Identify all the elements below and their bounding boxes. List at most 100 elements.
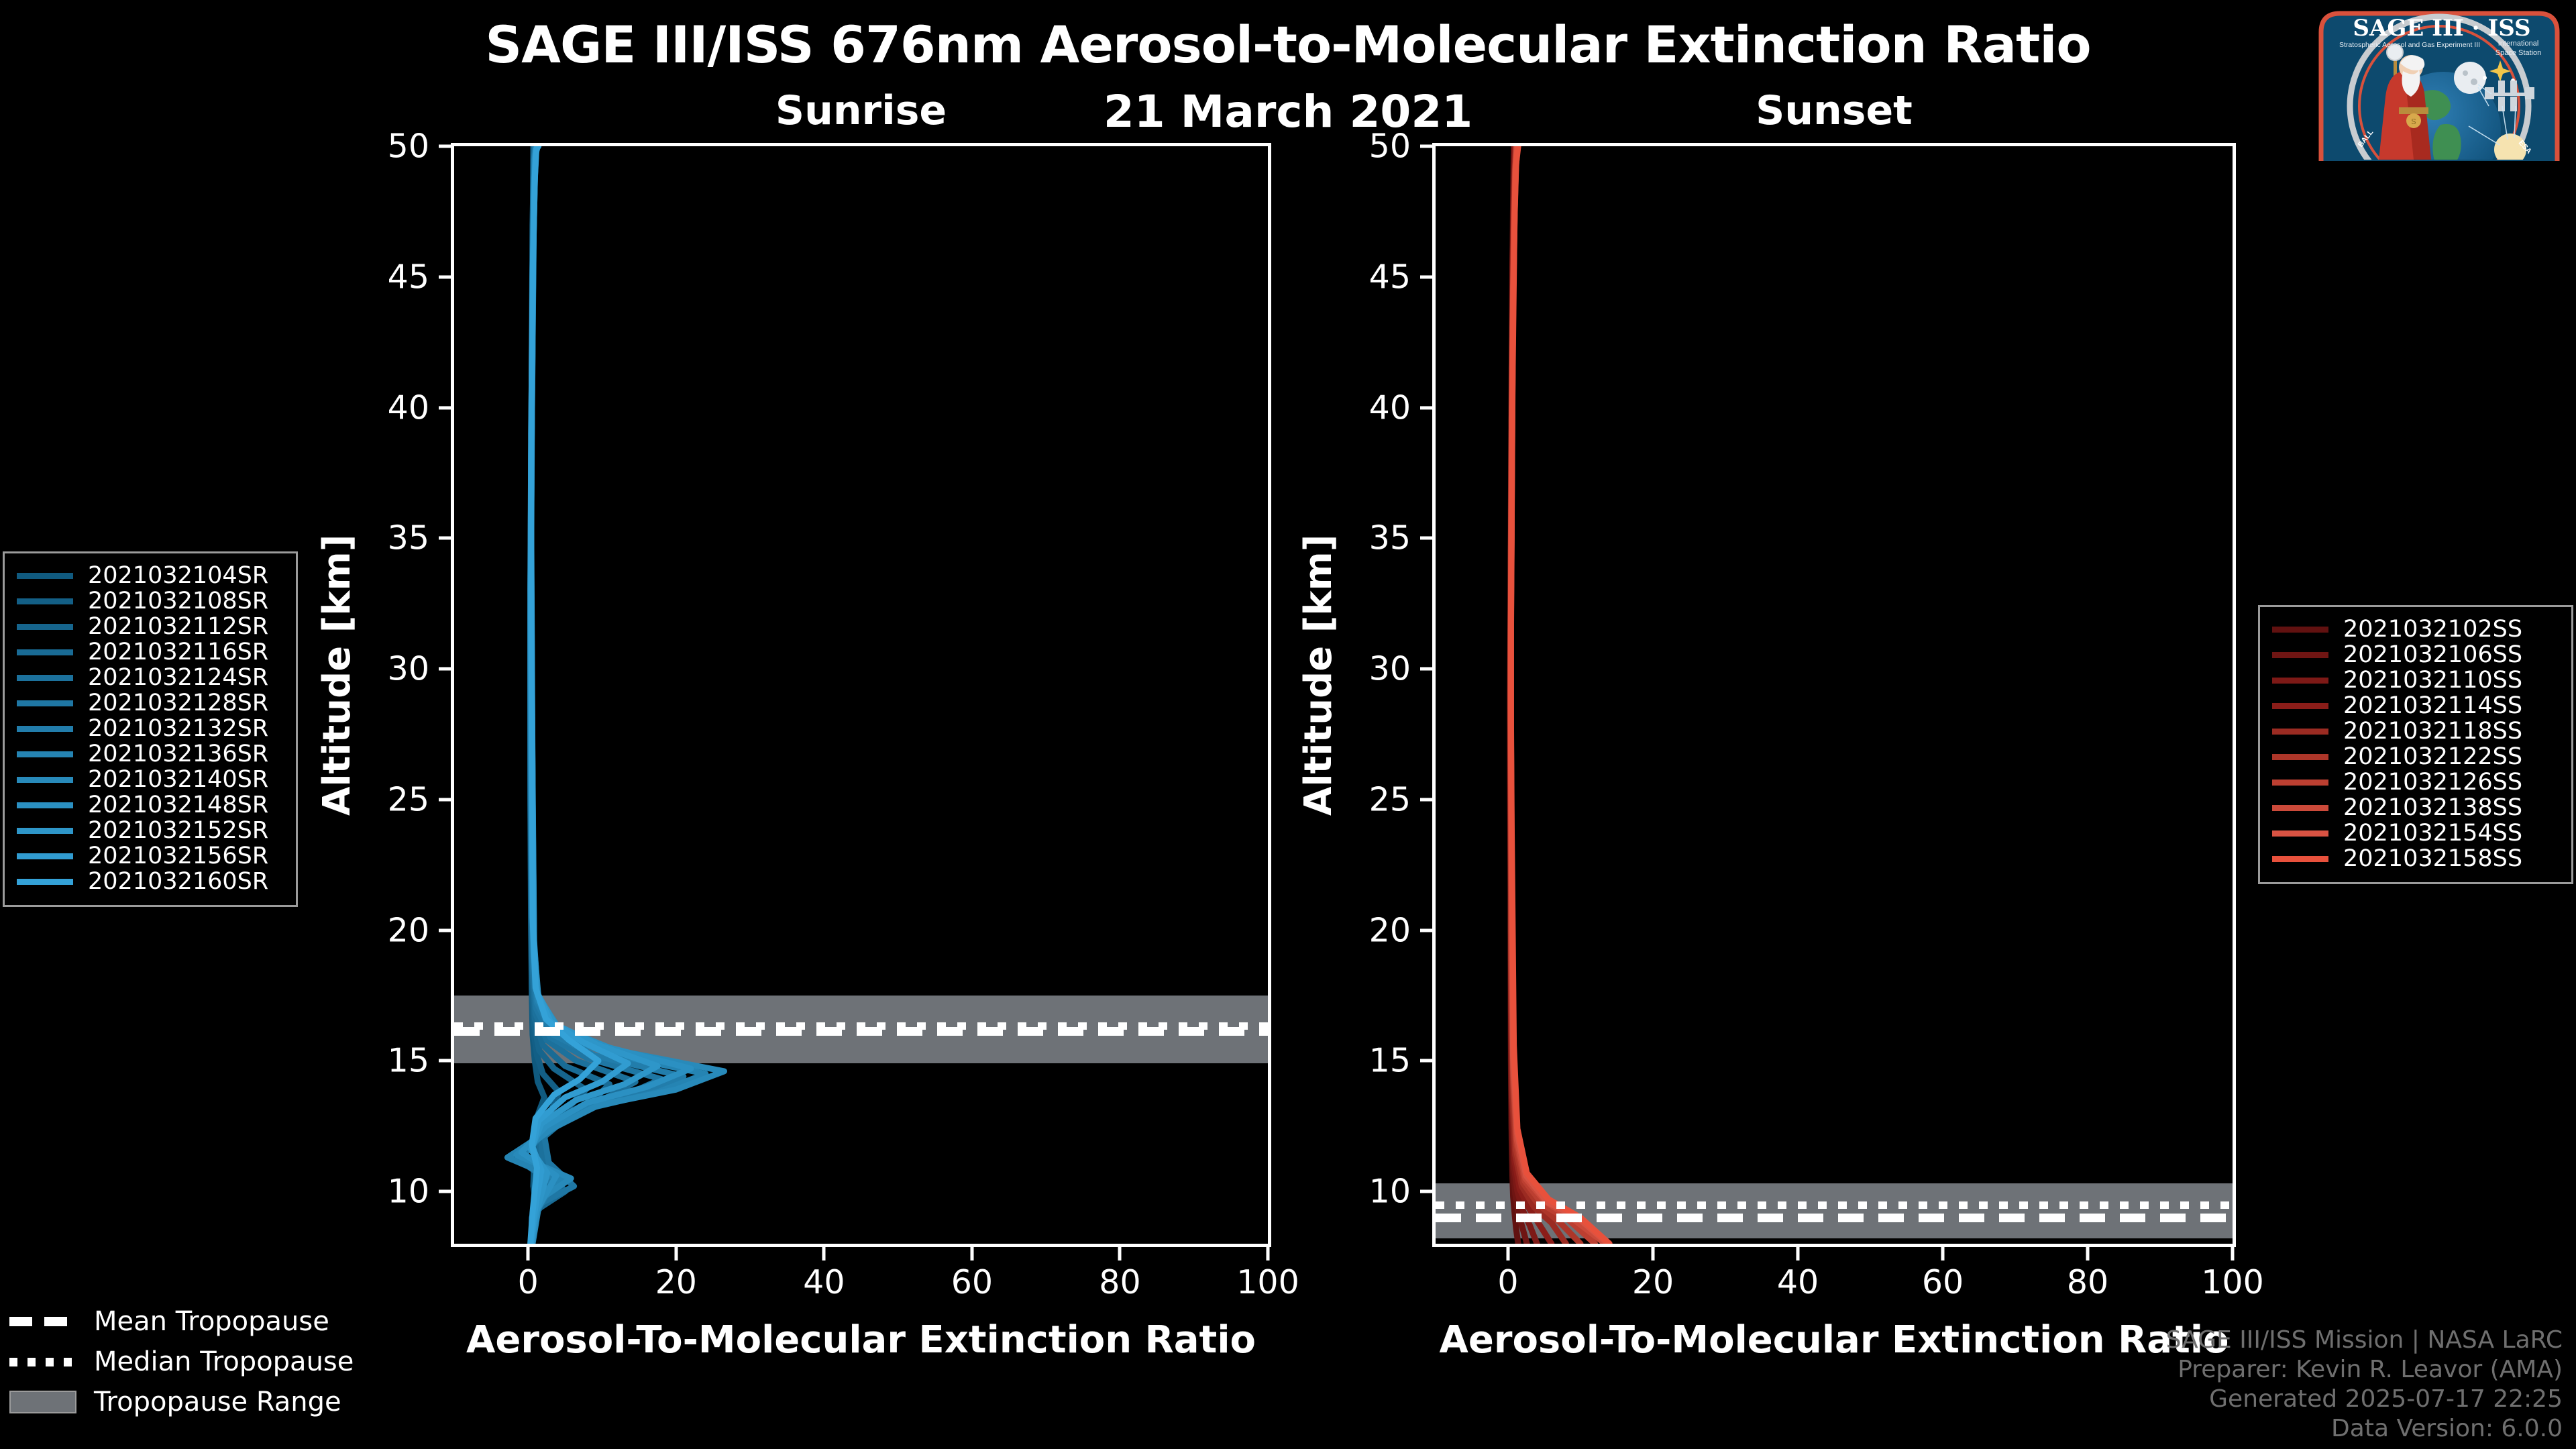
sunrise-legend-item[interactable]: 2021032104SR [17, 563, 284, 588]
sunrise-plot-area[interactable] [451, 143, 1271, 1247]
sunrise-series-canvas [504, 146, 727, 1244]
logo-title: SAGE III · ISS [2353, 15, 2530, 42]
sunset-legend-label: 2021032114SS [2343, 692, 2523, 719]
svg-text:S: S [2411, 117, 2416, 126]
tropopause-range-band-icon [9, 1391, 76, 1413]
sunset-legend-item[interactable]: 2021032102SS [2272, 616, 2559, 642]
sunrise-legend-item[interactable]: 2021032112SR [17, 614, 284, 639]
sunset-ytick-label-30: 30 [1368, 649, 1411, 688]
sunset-legend-label: 2021032110SS [2343, 666, 2523, 694]
sunset-ytick-label-20: 20 [1368, 911, 1411, 950]
sunrise-ytick-label-25: 25 [387, 780, 429, 819]
sunrise-legend-item[interactable]: 2021032148SR [17, 792, 284, 818]
sunrise-ytick-mark-25 [439, 798, 452, 802]
sunrise-ytick-label-50: 50 [387, 127, 429, 166]
sunrise-legend-item[interactable]: 2021032152SR [17, 818, 284, 843]
sunrise-xtick-mark-0 [526, 1247, 530, 1260]
series-line-2021032122SS [1507, 146, 1584, 1244]
sunrise-legend-color-swatch [17, 853, 73, 859]
sunset-xtick-mark-0 [1506, 1247, 1510, 1260]
page-title: SAGE III/ISS 676nm Aerosol-to-Molecular … [485, 15, 2091, 74]
sunset-legend-item[interactable]: 2021032114SS [2272, 693, 2559, 718]
sunrise-legend-item[interactable]: 2021032132SR [17, 716, 284, 741]
sunrise-legend-item[interactable]: 2021032116SR [17, 639, 284, 665]
sunrise-xtick-mark-40 [822, 1247, 826, 1260]
sunset-panel-heading: Sunset [1756, 87, 1913, 134]
sunrise-xtick-mark-60 [970, 1247, 974, 1260]
date-subtitle: 21 March 2021 [1103, 86, 1473, 138]
sunrise-legend-item[interactable]: 2021032124SR [17, 665, 284, 690]
sunset-legend-item[interactable]: 2021032138SS [2272, 795, 2559, 820]
sunset-legend-color-swatch [2272, 702, 2328, 709]
sunset-ytick-label-15: 15 [1368, 1041, 1411, 1080]
logo-subtitle-left: Stratospheric Aerosol and Gas Experiment… [2339, 41, 2480, 49]
sunrise-legend-item[interactable]: 2021032140SR [17, 767, 284, 792]
sunset-ytick-label-50: 50 [1368, 127, 1411, 166]
sunrise-xtick-label-80: 80 [1099, 1263, 1141, 1301]
sunset-legend-label: 2021032118SS [2343, 717, 2523, 745]
sunrise-legend-color-swatch [17, 649, 73, 655]
sunset-xtick-label-20: 20 [1631, 1263, 1674, 1301]
footer-credits: SAGE III/ISS Mission | NASA LaRC Prepare… [2166, 1326, 2563, 1444]
sunrise-legend-item[interactable]: 2021032136SR [17, 741, 284, 767]
sunset-ytick-label-10: 10 [1368, 1172, 1411, 1211]
sunset-legend-item[interactable]: 2021032126SS [2272, 769, 2559, 795]
sunset-legend-item[interactable]: 2021032106SS [2272, 642, 2559, 667]
sunrise-xtick-label-20: 20 [655, 1263, 697, 1301]
logo-subtitle-right-2: Space Station [2496, 49, 2542, 57]
sunrise-legend-label: 2021032116SR [88, 638, 269, 665]
sunset-legend-label: 2021032126SS [2343, 768, 2523, 796]
sunrise-ytick-label-15: 15 [387, 1041, 429, 1080]
sunrise-ytick-mark-40 [439, 406, 452, 410]
sunset-legend-color-swatch [2272, 753, 2328, 760]
sunset-ytick-mark-30 [1420, 667, 1434, 671]
sunrise-legend-color-swatch [17, 674, 73, 681]
sunset-legend-item[interactable]: 2021032158SS [2272, 846, 2559, 871]
sunset-legend-item[interactable]: 2021032118SS [2272, 718, 2559, 744]
sunset-legend-label: 2021032158SS [2343, 845, 2523, 872]
sunrise-xtick-label-0: 0 [517, 1263, 539, 1301]
sunset-xtick-mark-20 [1651, 1247, 1655, 1260]
sunset-legend-color-swatch [2272, 651, 2328, 658]
footer-line-generated: Generated 2025-07-17 22:25 [2209, 1385, 2563, 1413]
sunrise-ytick-mark-10 [439, 1189, 452, 1193]
sunrise-legend-label: 2021032112SR [88, 612, 269, 640]
sunrise-legend-color-swatch [17, 700, 73, 706]
sunrise-xtick-label-40: 40 [803, 1263, 845, 1301]
sunrise-legend-label: 2021032136SR [88, 740, 269, 767]
sunrise-legend-item[interactable]: 2021032128SR [17, 690, 284, 716]
sunrise-legend-color-swatch [17, 878, 73, 885]
sunset-xtick-mark-80 [2086, 1247, 2090, 1260]
sunrise-ytick-mark-20 [439, 928, 452, 932]
tropopause-legend: Mean Tropopause Median Tropopause Tropop… [9, 1301, 412, 1422]
sunrise-legend-label: 2021032148SR [88, 791, 269, 818]
sunrise-legend[interactable]: 2021032104SR 2021032108SR 2021032112SR 2021… [3, 551, 298, 907]
sunset-xtick-label-0: 0 [1497, 1263, 1519, 1301]
sunrise-legend-item[interactable]: 2021032108SR [17, 588, 284, 614]
legend-label-mean-tropopause: Mean Tropopause [94, 1306, 329, 1337]
footer-line-mission: SAGE III/ISS Mission | NASA LaRC [2165, 1326, 2563, 1354]
legend-label-median-tropopause: Median Tropopause [94, 1346, 354, 1377]
series-line-2021032154SS [1507, 146, 1611, 1244]
sunset-legend-label: 2021032154SS [2343, 819, 2523, 847]
sunrise-legend-label: 2021032128SR [88, 689, 269, 716]
sunset-plot-area[interactable] [1432, 143, 2236, 1247]
sunrise-legend-item[interactable]: 2021032160SR [17, 869, 284, 894]
sunset-legend[interactable]: 2021032102SS 2021032106SS 2021032110SS 2021… [2258, 605, 2573, 884]
sunset-xtick-mark-40 [1796, 1247, 1800, 1260]
median-tropopause-dot-icon [9, 1357, 76, 1366]
series-line-2021032118SS [1507, 146, 1569, 1244]
sunset-legend-item[interactable]: 2021032110SS [2272, 667, 2559, 693]
median-tropopause-line [1436, 1201, 2233, 1209]
sunset-ytick-label-35: 35 [1368, 519, 1411, 557]
sunrise-legend-item[interactable]: 2021032156SR [17, 843, 284, 869]
series-line-2021032158SS [1507, 146, 1613, 1244]
sunset-xtick-label-60: 60 [1921, 1263, 1964, 1301]
sunrise-legend-label: 2021032124SR [88, 663, 269, 691]
footer-line-preparer: Preparer: Kevin R. Leavor (AMA) [2178, 1356, 2563, 1383]
sunset-legend-item[interactable]: 2021032154SS [2272, 820, 2559, 846]
sunset-legend-item[interactable]: 2021032122SS [2272, 744, 2559, 769]
sunrise-legend-label: 2021032104SR [88, 561, 269, 589]
series-line-2021032160SR [527, 146, 602, 1244]
sunset-xtick-label-100: 100 [2201, 1263, 2264, 1301]
